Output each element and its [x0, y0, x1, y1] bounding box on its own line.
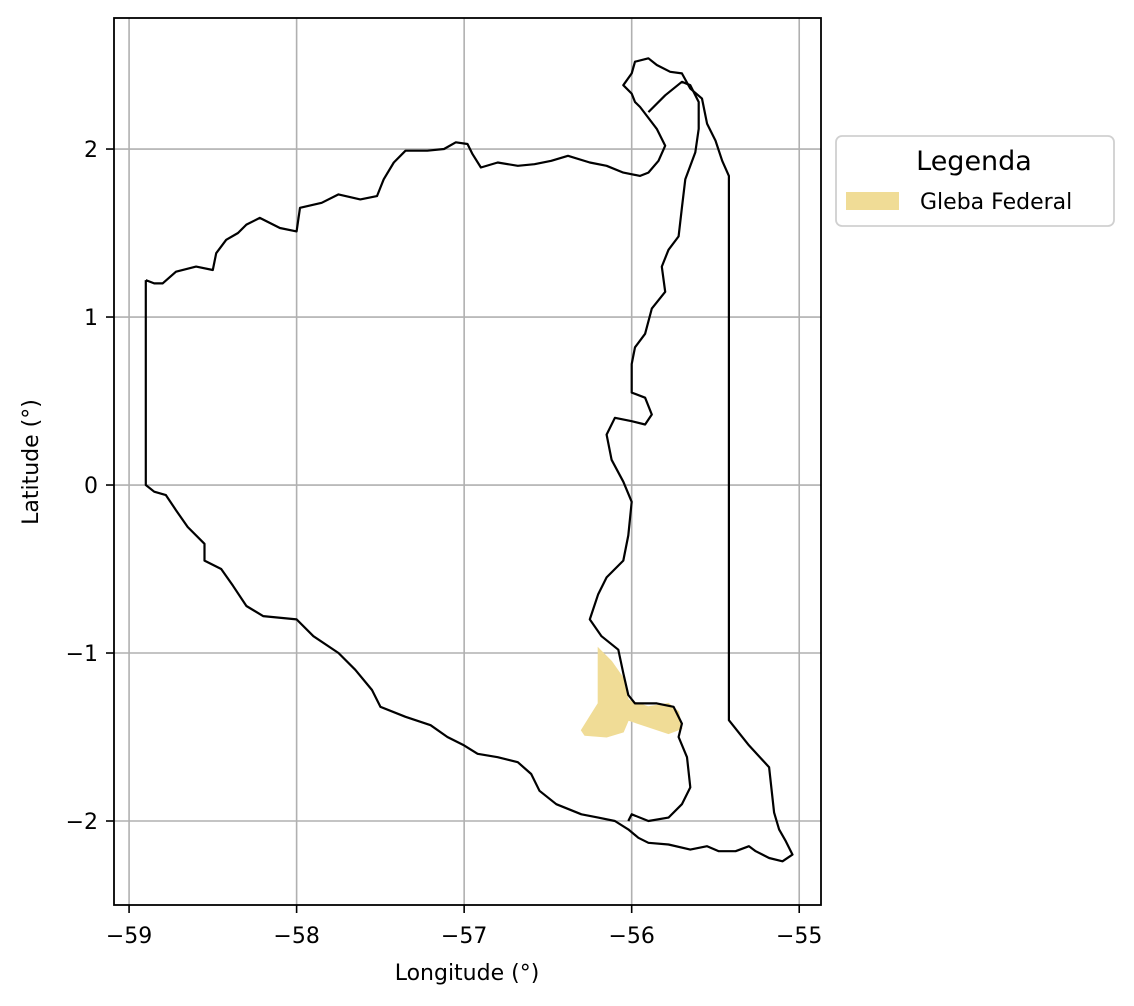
plot-frame: [113, 17, 822, 906]
grid-lines: [114, 18, 821, 905]
legend: Legenda Gleba Federal: [835, 135, 1115, 227]
legend-box: [835, 135, 1115, 227]
legend-label-gleba-federal: Gleba Federal: [920, 190, 1072, 215]
x-tick-label: −56: [608, 924, 654, 949]
x-tick-label: −59: [106, 924, 152, 949]
legend-title: Legenda: [916, 146, 1032, 177]
y-axis-ticks: −2 −1 0 1 2: [66, 138, 114, 835]
x-axis-ticks: −59 −58 −57 −56 −55: [106, 905, 822, 949]
y-axis-label: Latitude (°): [19, 399, 44, 525]
y-tick-label: 2: [84, 138, 98, 163]
x-tick-label: −58: [273, 924, 319, 949]
legend-swatch-gleba-federal: [846, 192, 899, 210]
y-tick-label: −2: [66, 810, 98, 835]
x-tick-label: −55: [776, 924, 822, 949]
boundary-line-2: [588, 80, 700, 823]
boundary-line-1: [144, 57, 794, 863]
y-tick-label: −1: [66, 642, 98, 667]
area-layer: [580, 646, 683, 738]
y-tick-label: 0: [84, 474, 98, 499]
y-tick-label: 1: [84, 306, 98, 331]
x-axis-label: Longitude (°): [395, 961, 540, 986]
area-gleba-federal: [580, 646, 683, 738]
x-tick-label: −57: [441, 924, 487, 949]
boundary-layer: [144, 57, 794, 863]
